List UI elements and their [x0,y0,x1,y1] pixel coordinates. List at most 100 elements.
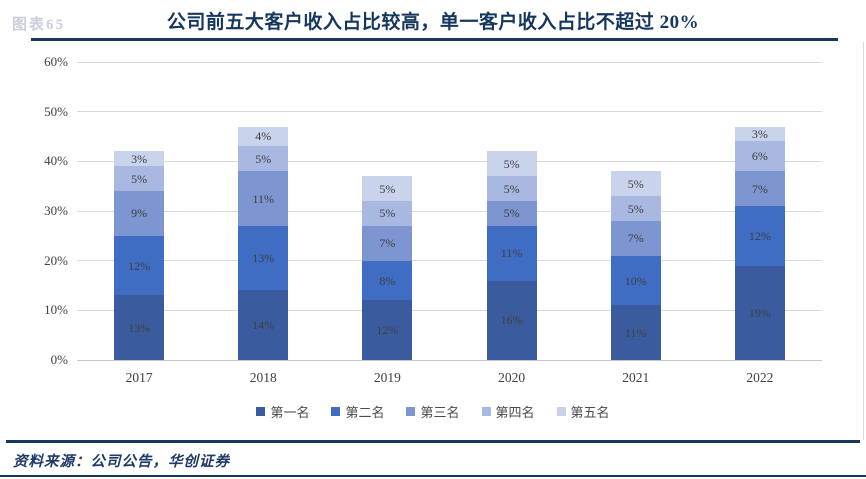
source-attribution: 资料来源：公司公告，华创证券 [13,454,230,470]
y-axis-tick-label: 0% [50,352,68,367]
bar-segment-第一名-2018: 14% [238,290,289,360]
chart-title: 公司前五大客户收入占比较高，单一客户收入占比不超过 20% [166,12,700,33]
bar-segment-第三名-2017: 9% [114,191,165,236]
bar-segment-value-label: 5% [503,156,520,171]
bar-segment-第二名-2021: 10% [610,255,661,306]
legend-item-第五名: 第五名 [556,402,610,421]
y-axis-tick-label: 20% [44,252,68,268]
gridline [77,210,822,212]
bar-segment-第一名-2022: 19% [734,265,785,360]
bar-segment-第四名-2021: 5% [610,196,661,221]
legend-label: 第二名 [345,405,385,420]
y-axis-tick-label: 50% [44,103,68,119]
bar-segment-value-label: 9% [131,206,148,221]
bar-segment-value-label: 8% [379,273,396,288]
x-axis-tick-label: 2017 [125,370,153,385]
plot-area: 13% 12% 9% 5% 3% 14% 13% 11% 5% 4% 12% 8% 7% 5% 5% 16% 1… [77,61,822,361]
bar-segment-value-label: 10% [624,273,647,288]
bar-segment-第一名-2017: 13% [114,295,165,360]
footer-divider-thin [0,475,866,477]
bar-segment-value-label: 5% [627,176,644,191]
bar-segment-value-label: 5% [131,171,148,186]
x-axis-tick-label: 2022 [746,370,774,385]
legend-label: 第一名 [270,405,310,420]
bar-segment-第五名-2018: 4% [238,126,289,147]
legend-label: 第五名 [570,405,610,420]
legend-swatch-icon [406,407,416,416]
gridline [77,309,822,311]
bar-segment-第一名-2020: 16% [486,280,537,360]
bar-segment-value-label: 13% [252,251,275,266]
bar-segment-第五名-2017: 3% [114,151,165,167]
bar-segment-第五名-2021: 5% [610,171,661,197]
legend-swatch-icon [331,407,341,416]
bar-segment-value-label: 11% [252,191,275,206]
bar-segment-第一名-2021: 11% [610,305,661,360]
y-axis-tick-label: 60% [44,54,68,69]
bar-segment-value-label: 12% [128,258,151,273]
legend-swatch-icon [256,407,266,416]
bar-segment-value-label: 5% [255,151,272,166]
title-divider [31,38,838,41]
bar-segment-value-label: 19% [748,305,771,320]
bar-segment-value-label: 5% [379,181,396,196]
legend-label: 第三名 [420,405,460,420]
bar-segment-第一名-2019: 12% [362,300,413,360]
bar-segment-value-label: 3% [131,151,148,166]
bar-segment-value-label: 4% [255,129,272,144]
bar-segment-value-label: 7% [751,181,768,196]
gridline [77,260,822,262]
bar-segment-value-label: 5% [503,181,520,196]
bar-segment-第四名-2018: 5% [238,146,289,172]
bar-segment-value-label: 7% [627,231,644,246]
footer-divider-thick [6,440,860,443]
bar-segment-第二名-2020: 11% [486,225,537,281]
bar-segment-value-label: 13% [128,320,151,335]
bar-segment-value-label: 5% [627,201,644,216]
bar-segment-value-label: 5% [503,206,520,221]
legend-item-第三名: 第三名 [406,402,460,421]
bar-segment-第四名-2020: 5% [486,176,537,202]
bar-segment-第四名-2017: 5% [114,166,165,192]
bar-segment-value-label: 3% [751,127,768,141]
bar-segment-value-label: 14% [252,318,275,333]
bar-segment-第二名-2019: 8% [362,260,413,301]
gridline [77,160,822,162]
gridline [77,111,822,113]
bar-segment-第三名-2019: 7% [362,225,413,261]
bar-segment-value-label: 12% [748,228,771,243]
x-axis-tick-label: 2020 [498,370,526,385]
bar-segment-value-label: 7% [379,236,396,251]
bar-segment-第五名-2019: 5% [362,176,413,202]
legend-item-第四名: 第四名 [481,402,535,421]
chart-legend: 第一名 第二名 第三名 第四名 第五名 [0,402,866,421]
bar-segment-value-label: 5% [379,206,396,221]
bar-segment-第四名-2019: 5% [362,201,413,226]
x-axis-tick-label: 2018 [249,370,277,385]
x-axis-tick-label: 2019 [373,370,401,385]
y-axis-tick-label: 40% [44,153,68,169]
bar-segment-第三名-2018: 11% [238,171,289,226]
bar-segment-value-label: 16% [500,313,523,328]
bar-segment-value-label: 6% [751,149,768,164]
bar-segment-第五名-2022: 3% [734,126,785,142]
figure-number-watermark: 图表65 [12,17,66,33]
bar-segment-第三名-2020: 5% [486,201,537,226]
legend-item-第二名: 第二名 [331,402,384,421]
gridline [77,359,822,361]
legend-swatch-icon [556,407,566,416]
y-axis-tick-label: 30% [44,203,68,218]
x-axis-tick-label: 2021 [622,370,650,385]
bar-segment-value-label: 11% [624,325,647,340]
bar-segment-第三名-2021: 7% [610,220,661,256]
stacked-bar-chart: 13% 12% 9% 5% 3% 14% 13% 11% 5% 4% 12% 8% 7% 5% 5% 16% 1… [44,54,822,385]
bar-segment-第三名-2022: 7% [734,171,785,207]
legend-item-第一名: 第一名 [256,402,309,421]
bar-segment-第二名-2022: 12% [734,206,785,266]
right-frame-border [863,42,864,440]
bar-segment-value-label: 12% [376,323,399,338]
legend-swatch-icon [481,407,491,416]
bar-segment-第二名-2017: 12% [114,235,165,296]
legend-label: 第四名 [495,405,535,420]
